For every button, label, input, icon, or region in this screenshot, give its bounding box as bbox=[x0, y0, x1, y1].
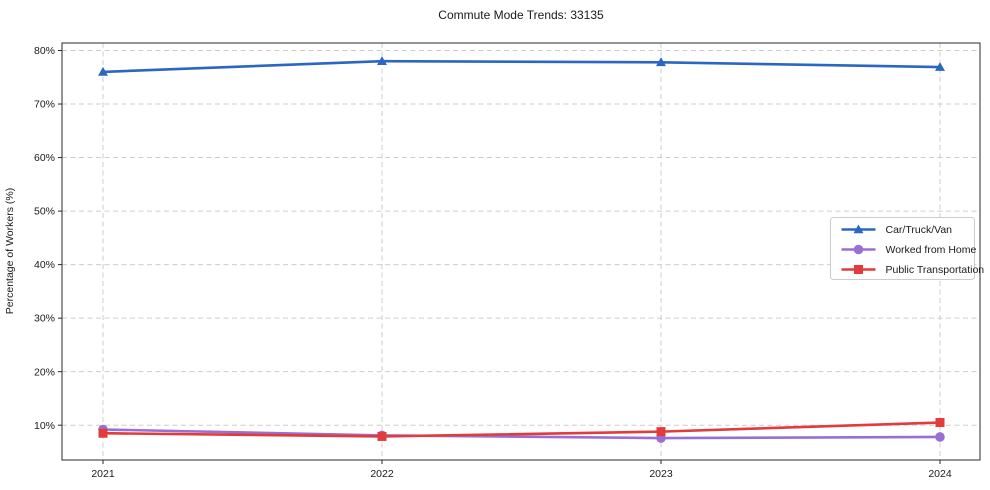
y-tick-label: 50% bbox=[34, 206, 55, 218]
y-tick-label: 80% bbox=[34, 45, 55, 57]
series-line-car-truck-van bbox=[101, 59, 942, 74]
legend-marker-square bbox=[854, 265, 863, 274]
legend-label: Car/Truck/Van bbox=[886, 224, 953, 236]
chart-title: Commute Mode Trends: 33135 bbox=[438, 8, 604, 22]
data-point-marker bbox=[935, 418, 945, 428]
y-tick-label: 60% bbox=[34, 152, 55, 164]
data-point-marker bbox=[935, 432, 945, 442]
x-tick-label: 2021 bbox=[91, 468, 115, 480]
legend-label: Worked from Home bbox=[886, 244, 977, 256]
x-tick-label: 2024 bbox=[928, 468, 952, 480]
y-tick-label: 40% bbox=[34, 259, 55, 271]
x-tick-label: 2023 bbox=[649, 468, 673, 480]
legend-box bbox=[830, 217, 975, 280]
series-line-public-transportation bbox=[101, 421, 942, 438]
plot-border bbox=[61, 42, 981, 461]
y-tick-label: 20% bbox=[34, 366, 55, 378]
data-point-marker bbox=[98, 66, 108, 76]
data-point-marker bbox=[656, 57, 666, 67]
data-point-marker bbox=[377, 431, 387, 441]
data-point-marker bbox=[98, 428, 108, 438]
legend-marker-circle bbox=[853, 244, 864, 255]
data-point-marker bbox=[656, 427, 666, 437]
y-tick-label: 30% bbox=[34, 313, 55, 325]
series-line-worked-from-home bbox=[101, 428, 942, 440]
data-point-marker bbox=[377, 56, 387, 66]
x-tick-label: 2022 bbox=[370, 468, 394, 480]
data-point-marker bbox=[935, 62, 945, 71]
legend-label: Public Transportation bbox=[886, 264, 985, 276]
legend-marker-triangle bbox=[853, 224, 864, 234]
y-tick-label: 70% bbox=[34, 99, 55, 111]
y-tick-label: 10% bbox=[34, 420, 55, 432]
